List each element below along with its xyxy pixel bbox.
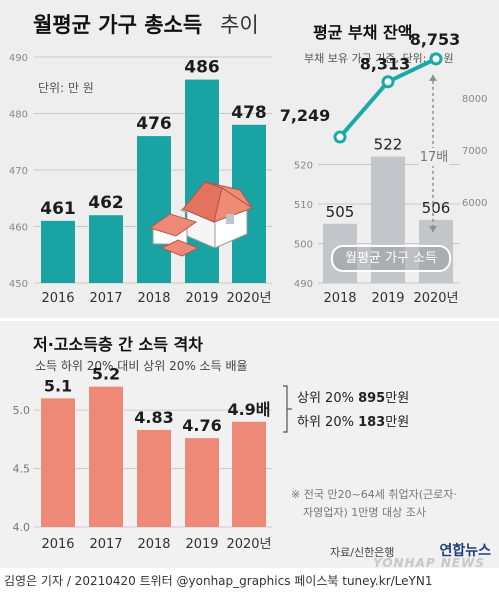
chart1-ytick-label: 460 bbox=[9, 223, 28, 234]
house-icon-roof-front bbox=[213, 187, 254, 223]
chart2-ytick-left-label: 520 bbox=[294, 161, 313, 172]
chart3-bar bbox=[41, 398, 75, 527]
chart1-bar bbox=[41, 220, 75, 283]
chart3-value-label: 4.83 bbox=[134, 408, 173, 427]
chart2-line-value-label: 8,313 bbox=[360, 55, 411, 74]
chart2-ytick-left-label: 490 bbox=[294, 279, 313, 290]
chart1-category-label: 2019 bbox=[185, 291, 218, 306]
chart1-bar bbox=[89, 215, 123, 283]
chart2-ratio-label-bg bbox=[419, 148, 449, 166]
chart2-bar-value-label: 505 bbox=[326, 203, 355, 221]
chart2-line-point bbox=[381, 75, 395, 89]
chart2-ytick-right-label: 8000 bbox=[462, 94, 487, 105]
yonhap-watermark: YONHAP NEWS bbox=[373, 556, 485, 570]
chart2-category-label: 2018 bbox=[323, 291, 356, 306]
chart3-value-label: 5.1 bbox=[44, 376, 72, 395]
chart3-bar bbox=[89, 386, 123, 527]
chart3-category-label: 2019 bbox=[185, 537, 218, 552]
chart2-ytick-right-label: 7000 bbox=[462, 146, 487, 157]
chart2-ratio-arrowhead-down bbox=[429, 226, 437, 232]
yonhap-logo: 연합뉴스 bbox=[439, 543, 491, 559]
chart1-category-label: 2016 bbox=[41, 291, 74, 306]
chart2-line-point bbox=[333, 130, 347, 144]
house-icon-window bbox=[226, 214, 234, 224]
chart2-line-value-label: 7,249 bbox=[280, 106, 331, 125]
chart1-value-label: 486 bbox=[184, 58, 220, 78]
chart3-value-label: 4.76 bbox=[182, 416, 221, 435]
chart3-value-label: 4.9배 bbox=[227, 400, 270, 419]
chart3-category-label: 2016 bbox=[41, 537, 74, 552]
chart1-ytick-label: 470 bbox=[9, 166, 28, 177]
chart2-ytick-left-label: 510 bbox=[294, 200, 313, 211]
chart3-value-label: 5.2 bbox=[92, 365, 120, 384]
chart3-bar bbox=[232, 421, 266, 527]
chart1-title-tail: 추이 bbox=[220, 13, 259, 37]
chart1-ytick-label: 450 bbox=[9, 279, 28, 290]
chart2-line-value-label: 8,753 bbox=[410, 30, 461, 49]
chart2-category-label: 2020년 bbox=[413, 291, 458, 306]
chart2-bar-value-label: 506 bbox=[422, 199, 451, 217]
legend-income: 월평균 가구 소득 bbox=[331, 245, 451, 272]
chart3-annotation-top: 상위 20% 895만원 bbox=[297, 391, 409, 406]
chart1-category-label: 2018 bbox=[137, 291, 170, 306]
chart3-ytick-label: 4.0 bbox=[13, 521, 31, 534]
chart2-subtitle: 부채 보유 가구 기준, 단위: 만 원 bbox=[304, 52, 454, 65]
chart3-category-label: 2018 bbox=[137, 537, 170, 552]
section-divider bbox=[0, 318, 499, 321]
chart3-title: 저·고소득층 간 소득 격차 bbox=[33, 335, 203, 354]
credit-line: 김영은 기자 / 20210420 트위터 @yonhap_graphics 페… bbox=[4, 574, 433, 588]
chart3-subtitle: 소득 하위 20% 대비 상위 20% 소득 배율 bbox=[35, 359, 248, 373]
house-icon-annex-roof bbox=[148, 213, 198, 237]
chart1-bar bbox=[137, 136, 171, 283]
chart1-value-label: 462 bbox=[88, 193, 124, 213]
chart1-title: 월평균 가구 총소득 bbox=[33, 13, 202, 37]
chart3-annotation-bracket bbox=[283, 385, 292, 433]
chart1-category-label: 2020년 bbox=[226, 291, 271, 306]
chart2-ytick-right-label: 6000 bbox=[462, 198, 487, 209]
source-label: 자료/신한은행 bbox=[330, 546, 394, 559]
chart1-value-label: 476 bbox=[136, 114, 172, 134]
chart1-value-label: 461 bbox=[40, 199, 76, 219]
chart2-ytick-left-label: 500 bbox=[294, 240, 313, 251]
chart1-category-label: 2017 bbox=[89, 291, 122, 306]
chart3-bar bbox=[137, 429, 171, 527]
chart2-ratio-label: 17배 bbox=[420, 150, 449, 165]
chart2-ratio-arrowhead-up bbox=[429, 74, 437, 81]
chart3-ytick-label: 4.5 bbox=[13, 463, 31, 476]
chart2-title: 평균 부채 잔액 bbox=[313, 23, 412, 42]
chart2-bar-value-label: 522 bbox=[374, 136, 403, 154]
chart3-category-label: 2017 bbox=[89, 537, 122, 552]
chart3-category-label: 2020년 bbox=[226, 537, 271, 552]
chart3-note-line2: 자영업자) 1만명 대상 조사 bbox=[303, 506, 426, 519]
chart2-category-label: 2019 bbox=[371, 291, 404, 306]
chart1-ytick-label: 490 bbox=[9, 53, 28, 64]
chart3-ytick-label: 5.0 bbox=[13, 404, 31, 417]
chart3-note-line1: ※ 전국 만20~64세 취업자(근로자· bbox=[291, 488, 457, 501]
footer bbox=[0, 568, 499, 593]
chart1-value-label: 478 bbox=[231, 103, 267, 123]
chart1-ytick-label: 480 bbox=[9, 110, 28, 121]
chart2-line-point bbox=[429, 52, 443, 66]
chart3-annotation-bottom: 하위 20% 183만원 bbox=[297, 415, 409, 430]
chart3-bar bbox=[185, 438, 219, 527]
chart1-unit-label: 단위: 만 원 bbox=[38, 81, 94, 95]
house-icon-annex-roof-2 bbox=[160, 239, 200, 257]
